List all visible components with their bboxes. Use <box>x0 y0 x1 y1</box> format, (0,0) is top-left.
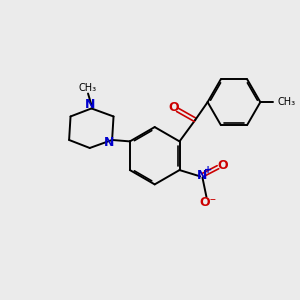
Text: N: N <box>85 98 95 112</box>
Text: N: N <box>197 169 208 182</box>
Text: O: O <box>169 101 179 114</box>
Text: +: + <box>204 165 212 175</box>
Text: O⁻: O⁻ <box>199 196 217 209</box>
Text: N: N <box>104 136 114 149</box>
Text: CH₃: CH₃ <box>278 97 296 107</box>
Text: O: O <box>217 159 227 172</box>
Text: CH₃: CH₃ <box>79 83 97 93</box>
